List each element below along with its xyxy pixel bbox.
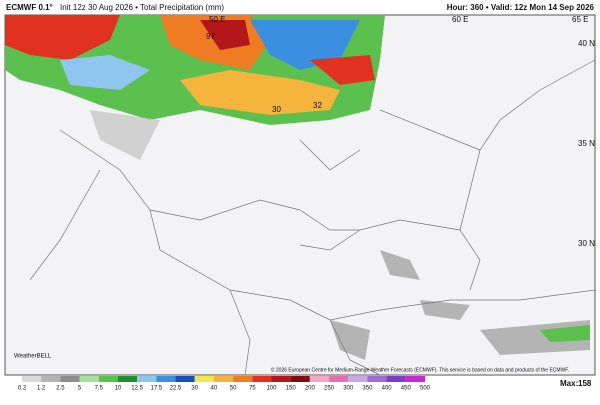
legend-swatch xyxy=(98,376,118,382)
legend-swatch xyxy=(117,376,138,382)
legend-tick-label: 50 xyxy=(230,386,237,392)
legend-swatch xyxy=(309,376,330,382)
legend-tick-label: 22.5 xyxy=(170,386,182,392)
legend-tick-label: 150 xyxy=(286,386,297,392)
legend-swatch xyxy=(386,376,406,382)
title: Init 12z 30 Aug 2026 • Total Precipitati… xyxy=(60,3,224,12)
legend-swatch xyxy=(175,376,195,382)
legend-tick-label: 40 xyxy=(211,386,218,392)
legend-tick-label: 12.5 xyxy=(131,386,143,392)
precip-gray xyxy=(90,110,160,160)
legend-tick-label: 7.5 xyxy=(95,386,104,392)
legend-tick-label: 350 xyxy=(362,386,373,392)
point-label: 97 xyxy=(206,32,215,41)
legend-swatch xyxy=(252,376,272,382)
legend-tick-label: 100 xyxy=(266,386,277,392)
legend-tick-label: 300 xyxy=(343,386,354,392)
legend-swatch xyxy=(137,376,157,382)
precip-gray-south xyxy=(330,250,590,360)
lon-label: 60 E xyxy=(452,15,468,24)
legend-swatch xyxy=(41,376,61,382)
legend-tick-label: 500 xyxy=(420,386,431,392)
legend-swatch xyxy=(271,376,291,382)
legend-tick-label: 30 xyxy=(191,386,198,392)
max-label: Max: xyxy=(560,379,578,388)
precip-blue xyxy=(250,20,360,70)
model-name: ECMWF 0.1° xyxy=(6,3,53,12)
max-value: 158 xyxy=(578,379,592,388)
legend-swatch xyxy=(79,376,99,382)
legend-swatch xyxy=(213,376,234,382)
legend-tick-label: 75 xyxy=(249,386,256,392)
legend-swatch xyxy=(60,376,80,382)
legend-swatch xyxy=(405,376,425,382)
lon-label: 50 E xyxy=(209,15,225,24)
credit: © 2026 European Centre for Medium-Range … xyxy=(271,366,569,373)
legend-swatch xyxy=(348,376,368,382)
logo: WeatherBELL xyxy=(14,354,52,360)
legend-tick-label: 250 xyxy=(324,386,335,392)
precip-red xyxy=(5,15,120,60)
legend-swatch xyxy=(156,376,176,382)
legend-tick-label: 1.2 xyxy=(37,386,46,392)
legend-swatch xyxy=(329,376,349,382)
point-label: 30 xyxy=(272,105,281,114)
legend-tick-label: 0.2 xyxy=(18,386,27,392)
map xyxy=(4,14,596,376)
legend-tick-label: 5 xyxy=(78,386,82,392)
legend-swatch xyxy=(233,376,253,382)
legend-tick-label: 200 xyxy=(305,386,316,392)
lon-label: 65 E xyxy=(572,15,588,24)
legend-tick-label: 10 xyxy=(115,386,122,392)
precip-lightblue xyxy=(60,55,150,90)
precip-yellow xyxy=(180,70,340,115)
precip-red-2 xyxy=(310,55,375,85)
legend-tick-label: 17.5 xyxy=(150,386,162,392)
lat-label: 35 N xyxy=(578,139,595,148)
point-label: 32 xyxy=(313,101,322,110)
legend-swatch xyxy=(22,376,42,382)
precip-darkred xyxy=(200,20,250,50)
legend-swatch xyxy=(367,376,387,382)
borders xyxy=(29,59,596,376)
legend-swatch xyxy=(194,376,214,382)
legend-tick-label: 2.5 xyxy=(56,386,65,392)
legend-swatch xyxy=(290,376,310,382)
precip-green-south xyxy=(540,325,590,342)
lat-label: 30 N xyxy=(578,239,595,248)
legend-tick-label: 400 xyxy=(382,386,393,392)
lat-label: 40 N xyxy=(578,39,595,48)
valid-time: Hour: 360 • Valid: 12z Mon 14 Sep 2026 xyxy=(447,3,595,12)
legend-tick-label: 450 xyxy=(401,386,412,392)
